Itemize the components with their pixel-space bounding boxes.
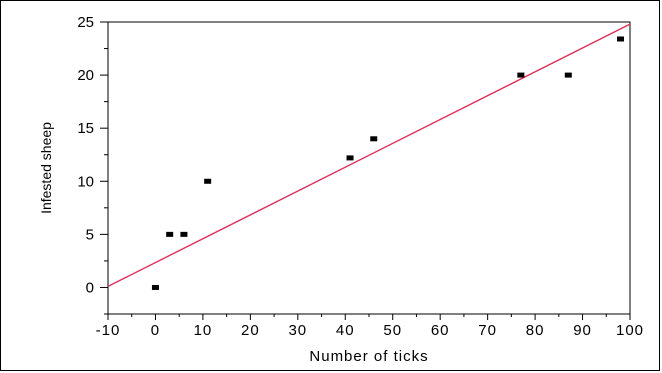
- x-tick-label: 70: [478, 322, 497, 339]
- x-tick-label: 50: [383, 322, 402, 339]
- x-tick-label: 0: [151, 322, 160, 339]
- y-tick-label: 0: [86, 279, 94, 296]
- x-tick-label: 100: [616, 322, 644, 339]
- data-point: [204, 178, 212, 184]
- x-axis-ticks: -10 0 10 20 30 40 50 60 70 80 90 100: [96, 314, 644, 339]
- x-tick-label: 40: [336, 322, 355, 339]
- data-point: [166, 231, 174, 237]
- x-tick-label: -10: [96, 322, 121, 339]
- data-points: [151, 36, 625, 290]
- data-point: [370, 136, 378, 142]
- x-tick-label: 30: [288, 322, 307, 339]
- x-tick-label: 90: [573, 322, 592, 339]
- x-tick-label: 80: [526, 322, 545, 339]
- y-tick-label: 15: [77, 120, 94, 137]
- data-point: [346, 155, 354, 161]
- data-point: [564, 72, 572, 78]
- x-tick-label: 60: [431, 322, 450, 339]
- y-axis-title: Infested sheep: [38, 122, 54, 214]
- data-point: [517, 72, 525, 78]
- x-tick-label: 20: [241, 322, 260, 339]
- y-tick-label: 10: [77, 173, 94, 190]
- y-tick-label: 20: [77, 67, 94, 84]
- y-tick-label: 25: [77, 14, 94, 31]
- data-point: [617, 36, 625, 42]
- data-point: [180, 231, 188, 237]
- plot-area-border: [107, 21, 631, 315]
- regression-line: [107, 23, 631, 288]
- x-axis-title: Number of ticks: [309, 348, 428, 365]
- y-tick-label: 5: [86, 226, 94, 243]
- x-tick-label: 10: [194, 322, 213, 339]
- data-point: [151, 284, 159, 290]
- trend-line-group: [107, 23, 631, 288]
- y-axis-ticks: 0 5 10 15 20 25: [77, 14, 108, 315]
